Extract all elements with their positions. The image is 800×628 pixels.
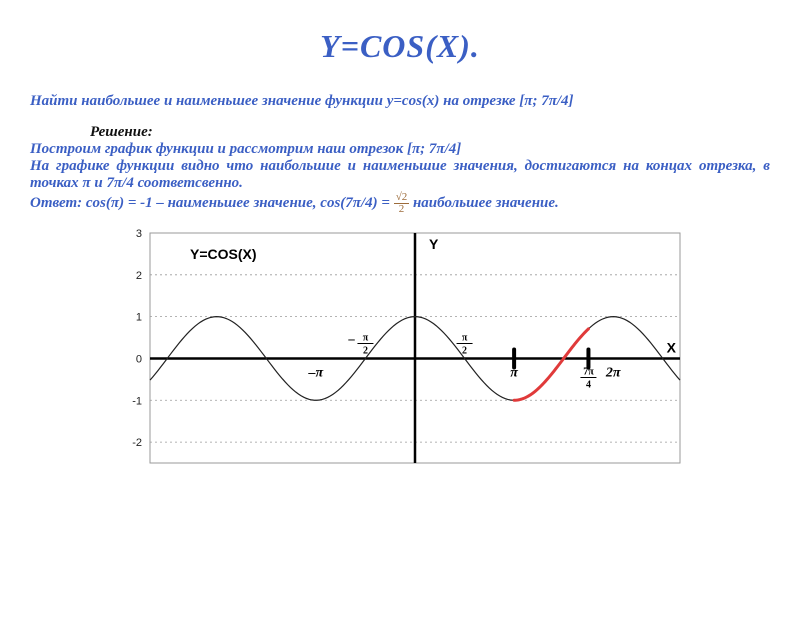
svg-text:-2: -2: [132, 437, 142, 449]
chart-svg: -2-10123–ππ2π−π2π27π4Y=COS(X)YX: [110, 223, 690, 473]
svg-text:-1: -1: [132, 395, 142, 407]
svg-text:2: 2: [462, 345, 467, 356]
svg-text:π: π: [363, 332, 369, 343]
svg-text:Y: Y: [429, 236, 439, 252]
svg-text:4: 4: [586, 379, 591, 390]
solution-line-1: Построим график функции и рассмотрим наш…: [30, 141, 770, 158]
svg-text:Y=COS(X): Y=COS(X): [190, 246, 257, 262]
svg-text:X: X: [667, 339, 677, 355]
solution-label: Решение:: [90, 124, 770, 141]
page-title: Y=COS(X).: [0, 28, 800, 65]
problem-statement: Найти наибольшее и наименьшее значение ф…: [30, 93, 770, 110]
svg-text:−: −: [347, 333, 355, 348]
svg-text:2: 2: [363, 345, 368, 356]
answer-post: наибольшее значение.: [409, 195, 559, 211]
sqrt2-over-2: √22: [394, 192, 410, 215]
solution-answer: Ответ: cos(π) = -1 – наименьшее значение…: [30, 192, 770, 215]
svg-text:2π: 2π: [605, 365, 621, 380]
svg-text:π: π: [462, 332, 468, 343]
svg-text:π: π: [510, 365, 518, 380]
svg-text:1: 1: [136, 312, 142, 324]
solution-line-2: На графике функции видно что наибольшие …: [30, 158, 770, 192]
svg-text:–π: –π: [308, 365, 324, 380]
svg-text:0: 0: [136, 353, 142, 365]
solution-block: Решение: Построим график функции и рассм…: [30, 124, 770, 215]
cosine-chart: -2-10123–ππ2π−π2π27π4Y=COS(X)YX: [110, 223, 690, 473]
svg-text:2: 2: [136, 270, 142, 282]
answer-pre: Ответ: cos(π) = -1 – наименьшее значение…: [30, 195, 394, 211]
svg-text:7π: 7π: [583, 366, 594, 377]
svg-text:3: 3: [136, 228, 142, 240]
